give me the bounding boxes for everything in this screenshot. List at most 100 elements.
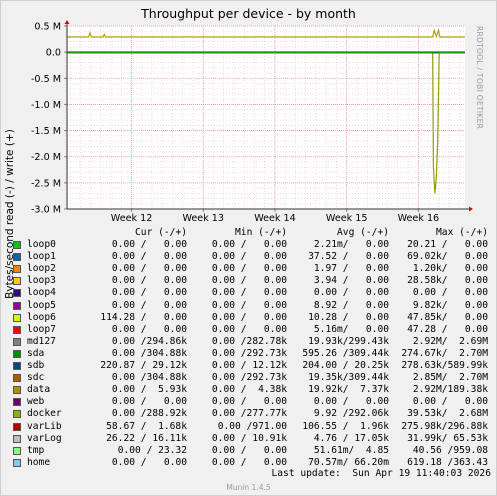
legend-name: sda [27,347,45,359]
legend-name: md127 [27,335,56,347]
legend-table: Cur (-/+) Min (-/+) Avg (-/+) Max (-/+) … [13,227,493,469]
legend-cur: 0.00 / 23.32 [117,444,187,456]
legend-avg: 8.92 / 0.00 [313,299,389,311]
legend-name: tmp [27,444,45,456]
legend-avg: 70.57m/ 66.20m [308,456,389,468]
legend-max: 39.53k/ 2.68M [407,408,488,420]
x-axis-arrow-icon [469,206,473,212]
legend-cur: 0.00 /288.92k [111,408,187,420]
legend-min: 0.00 /292.73k [211,372,287,384]
legend-row: docker 0.00 /288.92k 0.00 /277.77k 9.92 /29… [13,408,493,420]
legend-cur: 0.00 / 0.00 [111,323,187,335]
x-tick-label: Week 12 [111,213,153,224]
legend-avg: 4.76 / 17.05k [313,432,389,444]
legend-min: 0.00 / 0.00 [211,444,287,456]
legend-row: varLib 58.67 / 1.68k 0.00 /971.00 106.55 / … [13,421,493,433]
legend-min: 0.00 / 0.00 [211,239,287,251]
legend-header-avg: Avg (-/+) [337,227,389,238]
y-tick-label: 0.5 M [34,22,61,33]
legend-swatch [13,398,21,407]
legend-avg: 1.97 / 0.00 [313,263,389,275]
legend-max: 278.63k/589.99k [401,360,488,372]
legend-swatch [13,446,21,455]
legend-avg: 5.16m/ 0.00 [313,323,389,335]
legend-cur: 0.00 /304.88k [111,372,187,384]
legend-row: loop7 0.00 / 0.00 0.00 / 0.00 5.16m/ 0.00 47… [13,324,493,336]
legend-min: 0.00 / 0.00 [211,323,287,335]
legend-max: 47.85k/ 0.00 [407,311,488,323]
legend-avg: 204.00 / 20.25k [302,360,389,372]
legend-min: 0.00 /282.78k [211,335,287,347]
legend-name: loop1 [27,251,56,263]
legend-name: docker [27,408,62,420]
legend-swatch [13,410,21,419]
legend-cur: 0.00 / 5.93k [111,384,187,396]
legend-max: 275.98k/296.88k [401,420,488,432]
legend-row: loop0 0.00 / 0.00 0.00 / 0.00 2.21m/ 0.00 20… [13,239,493,251]
legend-avg: 0.00 / 0.00 [313,287,389,299]
footer-munin: Munin 1.4.5 [226,483,271,492]
legend-swatch [13,337,21,346]
legend-min: 0.00 / 0.00 [211,287,287,299]
legend-name: data [27,384,51,396]
legend-avg: 19.92k/ 7.37k [308,384,389,396]
legend-avg: 106.55 / 1.96k [302,420,389,432]
legend-swatch [13,253,21,262]
legend-cur: 0.00 /304.88k [111,347,187,359]
legend-max: 69.02k/ 0.00 [407,251,488,263]
legend-name: varLog [27,432,62,444]
legend-swatch [13,349,21,358]
legend-cur: 0.00 / 0.00 [111,287,187,299]
legend-name: loop7 [27,323,56,335]
legend-avg: 0.00 / 0.00 [313,396,389,408]
legend-cur: 0.00 / 0.00 [111,299,187,311]
legend-min: 0.00 /277.77k [211,408,287,420]
legend-max: 2.92M/189.38k [412,384,488,396]
legend-max: 40.56 /959.08 [412,444,488,456]
y-tick-label: -3.0 M [31,205,61,216]
legend-max: 20.21 / 0.00 [407,239,488,251]
legend-cur: 0.00 / 0.00 [111,456,187,468]
legend-name: varLib [27,420,62,432]
legend-cur: 0.00 / 0.00 [111,239,187,251]
legend-header: Cur (-/+) Min (-/+) Avg (-/+) Max (-/+) [13,227,493,239]
legend-cur: 0.00 / 0.00 [111,275,187,287]
series-line-varLib [67,27,465,39]
plot-background [67,26,465,209]
legend-swatch [13,434,21,443]
legend-swatch [13,265,21,274]
legend-min: 0.00 / 10.91k [211,432,287,444]
legend-row: data 0.00 / 5.93k 0.00 / 4.38k 19.92k/ 7.37… [13,384,493,396]
legend-max: 619.18 /363.43 [407,456,488,468]
legend-name: loop0 [27,239,56,251]
y-tick-label: -1.5 M [31,126,61,137]
y-tick-label: -2.5 M [31,178,61,189]
legend-avg: 9.92 /292.06k [313,408,389,420]
legend-row: loop1 0.00 / 0.00 0.00 / 0.00 37.52 / 0.00 6… [13,251,493,263]
legend-swatch [13,301,21,310]
legend-header-cur: Cur (-/+) [135,227,187,238]
legend-min: 0.00 / 0.00 [211,299,287,311]
x-tick-label: Week 16 [398,213,440,224]
legend-name: loop3 [27,275,56,287]
legend-swatch [13,422,21,431]
legend-cur: 220.87 / 29.12k [100,360,187,372]
legend-cur: 0.00 / 0.00 [111,251,187,263]
legend-swatch [13,362,21,371]
legend-row: sdb 220.87 / 29.12k 0.00 / 12.12k 204.00 / … [13,360,493,372]
legend-row: home 0.00 / 0.00 0.00 / 0.00 70.57m/ 66.20m… [13,457,493,469]
legend-name: loop6 [27,311,56,323]
legend-max: 9.82k/ 0.00 [412,299,488,311]
legend-swatch [13,277,21,286]
legend-max: 0.00 / 0.00 [412,287,488,299]
y-tick-label: -2.0 M [31,152,61,163]
legend-name: sdc [27,372,45,384]
legend-avg: 51.61m/ 4.85 [313,444,389,456]
legend-min: 0.00 / 0.00 [211,263,287,275]
legend-avg: 10.28 / 0.00 [308,311,389,323]
legend-min: 0.00 / 4.38k [211,384,287,396]
legend-min: 0.00 /971.00 [217,420,287,432]
legend-cur: 114.28 / 0.00 [100,311,187,323]
legend-cur: 0.00 / 0.00 [111,263,187,275]
